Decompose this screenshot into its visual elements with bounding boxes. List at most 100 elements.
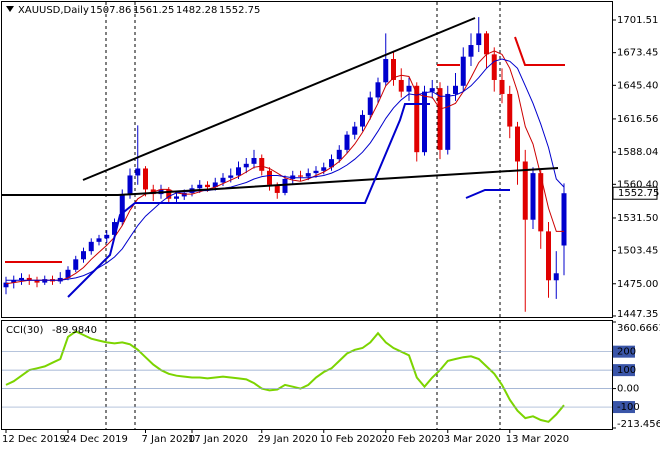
candle-body bbox=[515, 126, 520, 162]
candle-body bbox=[414, 85, 420, 153]
y-tick-label: 1503.45 bbox=[617, 246, 658, 257]
candle-body bbox=[336, 149, 342, 160]
candle-body bbox=[546, 231, 551, 281]
last-price-box bbox=[612, 186, 658, 200]
candle-body bbox=[321, 167, 327, 171]
support-line bbox=[465, 189, 510, 199]
y-tick-label: 1616.56 bbox=[617, 114, 658, 125]
candle-body bbox=[491, 54, 497, 80]
low-value: 1482.28 bbox=[176, 5, 217, 16]
candle-body bbox=[205, 184, 210, 188]
candle-body bbox=[429, 88, 435, 92]
candle-body bbox=[507, 93, 513, 127]
y-tick-label: 1701.51 bbox=[617, 15, 658, 26]
candle-body bbox=[212, 182, 218, 188]
x-tick-label: 7 Jan 2020 bbox=[142, 434, 196, 445]
open-value: 1507.86 bbox=[90, 5, 131, 16]
candle-body bbox=[251, 157, 257, 164]
indicator-line bbox=[5, 330, 565, 423]
y-tick-label: 1645.40 bbox=[617, 80, 658, 91]
period-separators bbox=[105, 2, 501, 429]
cci-value: -89.9840 bbox=[52, 325, 97, 336]
candle-body bbox=[274, 184, 280, 193]
candle-body bbox=[228, 175, 234, 178]
x-tick-label: 13 Mar 2020 bbox=[506, 434, 569, 445]
candle-body bbox=[143, 168, 148, 190]
indicator-line bbox=[6, 58, 565, 281]
candle-body bbox=[538, 173, 544, 232]
candle-body bbox=[243, 163, 249, 168]
candle-body bbox=[42, 279, 48, 283]
y-tick-label: 1673.45 bbox=[617, 48, 658, 59]
y-tick-label: 0.00 bbox=[617, 384, 639, 395]
y-tick-label: 1560.40 bbox=[617, 179, 658, 190]
candle-body bbox=[352, 126, 358, 135]
candle-body bbox=[499, 79, 505, 94]
menu-triangle bbox=[6, 6, 14, 12]
y-tick-label: 100 bbox=[617, 365, 636, 376]
candle-body bbox=[422, 91, 427, 153]
candle-body bbox=[197, 184, 203, 189]
x-tick-label: 12 Dec 2019 bbox=[2, 434, 66, 445]
candle-body bbox=[96, 238, 102, 242]
candle-body bbox=[57, 277, 63, 282]
candle-body bbox=[88, 241, 94, 252]
y-tick-label: 1475.00 bbox=[617, 279, 658, 290]
level-label-box bbox=[613, 364, 635, 377]
y-tick-label: 1531.50 bbox=[617, 213, 658, 224]
y-tick-label: -213.4566 bbox=[617, 419, 660, 430]
candle-body bbox=[367, 97, 373, 115]
candle-body bbox=[522, 161, 528, 220]
candle-body bbox=[174, 196, 179, 199]
candle-body bbox=[65, 269, 71, 278]
candle-body bbox=[104, 234, 110, 239]
y-tick-label: -100 bbox=[617, 402, 640, 413]
x-tick-label: 20 Feb 2020 bbox=[382, 434, 444, 445]
candle-body bbox=[360, 114, 365, 127]
candle-body bbox=[329, 159, 334, 168]
x-tick-label: 24 Dec 2019 bbox=[64, 434, 128, 445]
candle-body bbox=[398, 79, 404, 92]
main-frame bbox=[1, 1, 613, 318]
candle-body bbox=[3, 282, 9, 288]
candle-body bbox=[127, 175, 133, 195]
candle-body bbox=[305, 173, 311, 177]
resistance-line bbox=[514, 36, 565, 66]
support-line bbox=[67, 103, 430, 298]
candle-body bbox=[112, 222, 117, 235]
y-tick-label: 1588.04 bbox=[617, 147, 658, 158]
candle-body bbox=[445, 93, 451, 150]
level-label-box bbox=[613, 345, 635, 358]
close-value: 1552.75 bbox=[219, 5, 260, 16]
candle-body bbox=[313, 170, 319, 174]
candle-body bbox=[453, 85, 458, 94]
candle-body bbox=[375, 82, 381, 98]
candle-body bbox=[530, 173, 536, 220]
candle-body bbox=[34, 280, 40, 283]
candle-body bbox=[406, 85, 412, 92]
high-value: 1561.25 bbox=[133, 5, 174, 16]
y-tick-label: 200 bbox=[617, 347, 636, 358]
trendline bbox=[2, 167, 559, 196]
candle-body bbox=[484, 33, 489, 55]
candle-body bbox=[383, 59, 389, 83]
marks bbox=[3, 17, 567, 423]
x-tick-label: 3 Mar 2020 bbox=[444, 434, 501, 445]
candle-body bbox=[267, 170, 272, 185]
candle-body bbox=[259, 157, 265, 171]
cci-frame bbox=[1, 320, 613, 430]
cci-title: CCI(30) bbox=[6, 325, 44, 336]
candle-body bbox=[181, 192, 187, 197]
candle-body bbox=[476, 33, 482, 46]
candle-body bbox=[81, 251, 86, 260]
candle-body bbox=[561, 193, 567, 246]
candle-body bbox=[166, 189, 172, 199]
drawings bbox=[2, 17, 565, 298]
indicator-line bbox=[5, 50, 564, 285]
candle-body bbox=[135, 168, 141, 176]
x-tick-label: 10 Feb 2020 bbox=[320, 434, 382, 445]
candle-body bbox=[437, 88, 443, 150]
candle-body bbox=[220, 177, 226, 183]
